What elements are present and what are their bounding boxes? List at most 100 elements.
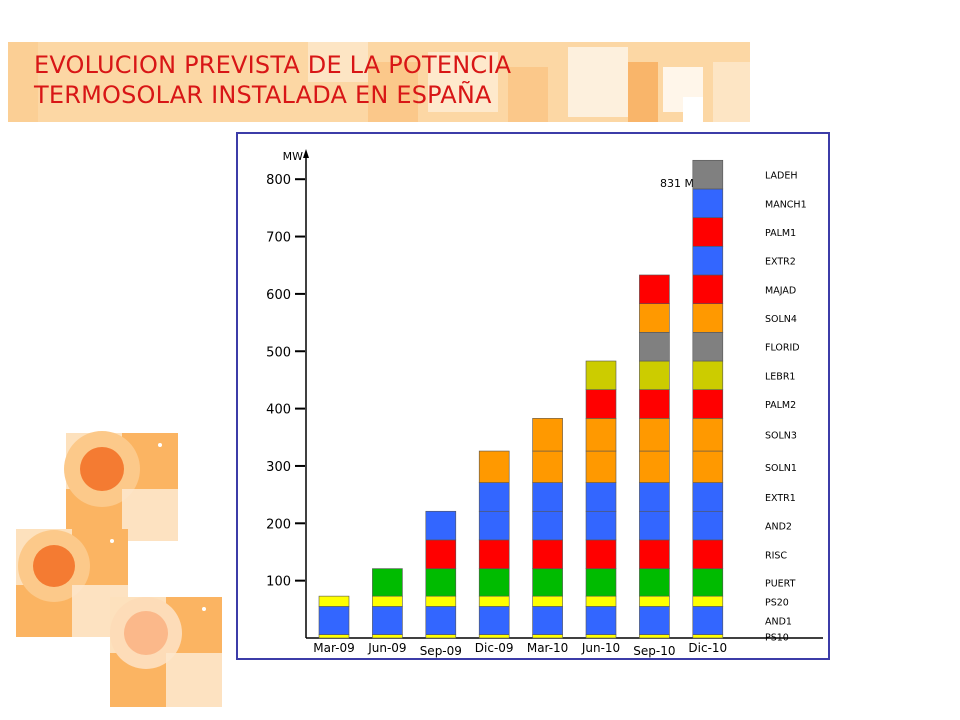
bar-segment-ps10 — [372, 634, 403, 639]
legend-label-ps10: PS10 — [765, 632, 789, 643]
y-axis-label: MW — [283, 150, 303, 163]
bar-segment-and1 — [639, 606, 670, 635]
bar-segment-ps20 — [639, 595, 670, 607]
bar-segment-ps10 — [639, 634, 670, 639]
legend-label-soln4: SOLN4 — [765, 314, 797, 325]
bar-segment-extr1 — [692, 482, 724, 512]
bar-segment-risc — [692, 539, 724, 569]
bar-segment-soln3 — [692, 418, 724, 452]
bar-segment-majad — [639, 274, 670, 304]
bar-segment-lebr1 — [639, 360, 670, 390]
x-tick-label: Sep-09 — [420, 644, 462, 658]
bar-segment-soln1 — [692, 450, 724, 483]
legend-label-palm1: PALM1 — [765, 228, 796, 239]
bar-segment-extr1 — [639, 482, 670, 512]
legend-label-florid: FLORID — [765, 343, 800, 354]
bar-segment-ps20 — [585, 595, 617, 607]
bar-segment-puert — [425, 568, 457, 597]
legend-label-palm2: PALM2 — [765, 400, 796, 411]
bar-segment-risc — [532, 539, 563, 569]
sun-tile-middle — [16, 529, 128, 637]
bar-segment-majad — [692, 274, 724, 304]
y-tick-label: 400 — [266, 403, 291, 418]
bar-segment-and2 — [692, 510, 724, 541]
stacked-bar-chart: MW 100 200 300 400 500 600 700 800 Mar-09 Jun-09 Se… — [266, 149, 823, 658]
legend-label-and1: AND1 — [765, 617, 792, 628]
x-tick-label: Mar-10 — [527, 641, 568, 655]
y-tick-label: 600 — [266, 288, 291, 303]
bar-segment-soln1 — [639, 450, 670, 483]
bar-segment-soln4 — [692, 303, 724, 333]
bar-segment-ps20 — [532, 595, 563, 607]
bar-segment-ps10 — [532, 634, 563, 639]
y-tick-label: 300 — [266, 460, 291, 475]
sun-tile-top — [64, 431, 178, 541]
bar-segment-and2 — [478, 510, 510, 541]
legend-label-extr2: EXTR2 — [765, 257, 796, 268]
legend-label-ps20: PS20 — [765, 597, 789, 608]
bar-segment-and1 — [425, 606, 457, 635]
bar-segment-extr1 — [532, 482, 563, 512]
bar-segment-and1 — [532, 606, 563, 635]
legend-label-extr1: EXTR1 — [765, 493, 796, 504]
bar-segment-soln3 — [532, 418, 563, 452]
bar-segment-ps10 — [585, 634, 617, 639]
bar-segment-and1 — [478, 606, 510, 635]
bar-segment-and1 — [692, 606, 724, 635]
bar-segment-soln1 — [478, 450, 510, 483]
bar-segment-and2 — [532, 510, 563, 541]
bar-segment-and1 — [585, 606, 617, 635]
legend-label-puert: PUERT — [765, 578, 796, 589]
legend-label-lebr1: LEBR1 — [765, 371, 795, 382]
bar-segment-palm2 — [585, 389, 617, 419]
bar-segment-ps10 — [478, 634, 510, 639]
bar-segment-palm1 — [692, 217, 724, 247]
sun-tile-bottom — [110, 597, 222, 707]
bar-segment-ps20 — [372, 595, 403, 607]
slide-title: EVOLUCION PREVISTA DE LA POTENCIA TERMOS… — [34, 50, 511, 110]
axes: MW 100 200 300 400 500 600 700 800 Mar-09 Jun-09 Se… — [266, 149, 823, 658]
x-tick-label: Jun-09 — [367, 641, 406, 655]
legend-label-soln3: SOLN3 — [765, 431, 797, 442]
bar-segment-soln1 — [585, 450, 617, 483]
title-line-2: TERMOSOLAR INSTALADA EN ESPAÑA — [34, 81, 492, 109]
x-tick-label: Jun-10 — [581, 641, 620, 655]
bar-segment-puert — [639, 568, 670, 597]
y-tick-label: 200 — [266, 517, 291, 532]
bar-segment-extr2 — [692, 245, 724, 276]
bar-segment-lebr1 — [585, 360, 617, 390]
bar-segment-and1 — [372, 606, 403, 635]
bar-segment-florid — [692, 332, 724, 362]
y-tick-label: 500 — [266, 345, 291, 360]
x-tick-label: Dic-09 — [475, 641, 514, 655]
title-line-1: EVOLUCION PREVISTA DE LA POTENCIA — [34, 51, 512, 79]
bar-segment-lebr1 — [692, 360, 724, 390]
x-tick-label: Sep-10 — [633, 644, 675, 658]
legend-label-and2: AND2 — [765, 522, 792, 533]
bar-segment-puert — [585, 568, 617, 597]
bar-segment-puert — [478, 568, 510, 597]
legend-label-majad: MAJAD — [765, 285, 796, 296]
bar-segment-and2 — [639, 510, 670, 541]
bar-segment-manch1 — [692, 188, 724, 218]
y-tick-label: 800 — [266, 173, 291, 188]
bar-segment-risc — [478, 539, 510, 569]
y-tick-label: 700 — [266, 231, 291, 246]
bar-segment-soln3 — [639, 418, 670, 452]
bar-segment-soln3 — [585, 418, 617, 452]
bar-segment-extr1 — [478, 482, 510, 512]
legend-label-soln1: SOLN1 — [765, 463, 797, 474]
bar-segment-puert — [532, 568, 563, 597]
x-tick-label: Mar-09 — [313, 641, 354, 655]
bar-segment-puert — [372, 568, 403, 597]
bar-segment-ps10 — [318, 634, 350, 639]
title-banner — [8, 42, 750, 122]
bar-segment-ps10 — [425, 634, 457, 639]
bar-segment-and2 — [425, 510, 457, 541]
bar-segment-and2 — [585, 510, 617, 541]
legend-label-risc: RISC — [765, 550, 787, 561]
bar-segment-ps20 — [478, 595, 510, 607]
bar-segment-ps20 — [692, 595, 724, 607]
bar-segment-ps20 — [425, 595, 457, 607]
bars — [318, 159, 724, 639]
